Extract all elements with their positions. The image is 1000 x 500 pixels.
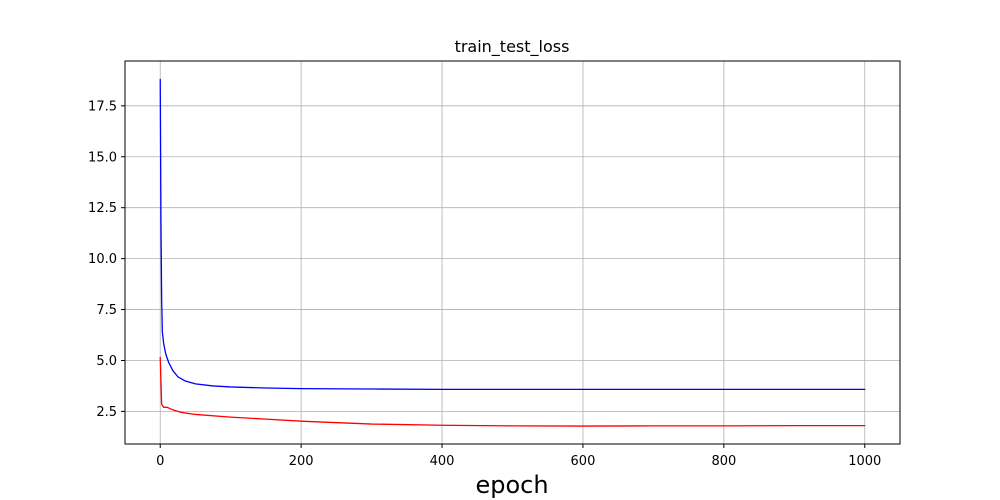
series-layer [159, 78, 866, 427]
plot-frame [124, 60, 901, 445]
y-tick-label: 5.0 [96, 354, 117, 369]
y-gridlines [125, 105, 900, 412]
x-gridlines [159, 61, 866, 444]
x-tick-label: 200 [289, 454, 314, 469]
y-tick-label: 7.5 [96, 303, 117, 318]
x-tick-label: 800 [711, 454, 736, 469]
x-tick-label: 0 [156, 454, 164, 469]
x-axis-ticks: 0 200 400 600 800 1000 [156, 444, 881, 469]
blue-loss-line [159, 78, 866, 391]
x-tick-label: 1000 [848, 454, 881, 469]
y-axis-ticks: 2.5 5.0 7.5 10.0 12.5 15.0 17.5 [88, 99, 125, 420]
x-tick-label: 400 [430, 454, 455, 469]
red-loss-line [159, 356, 866, 427]
y-tick-label: 2.5 [96, 405, 117, 420]
y-tick-label: 12.5 [88, 201, 117, 216]
y-tick-label: 17.5 [88, 99, 117, 114]
y-tick-label: 10.0 [88, 252, 117, 267]
x-axis-label: epoch [475, 471, 548, 499]
y-tick-label: 15.0 [88, 150, 117, 165]
x-tick-label: 600 [571, 454, 596, 469]
chart-title: train_test_loss [455, 37, 570, 57]
